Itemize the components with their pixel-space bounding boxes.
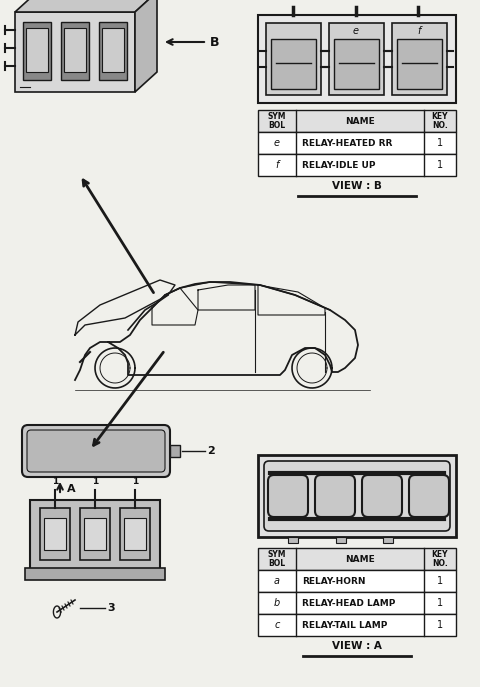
Text: b: b	[274, 598, 280, 608]
Bar	[258, 548, 456, 570]
Text: 2: 2	[207, 446, 215, 456]
Bar	[258, 570, 456, 592]
Bar	[80, 508, 110, 560]
Bar	[336, 537, 346, 543]
Bar	[124, 518, 146, 550]
Text: KEY
NO.: KEY NO.	[432, 112, 448, 131]
Text: VIEW : B: VIEW : B	[332, 181, 382, 191]
FancyBboxPatch shape	[22, 425, 170, 477]
Bar	[102, 28, 124, 72]
Text: SYM
BOL: SYM BOL	[268, 550, 286, 568]
Bar	[23, 22, 51, 80]
Bar	[44, 518, 66, 550]
Bar	[120, 508, 150, 560]
Bar	[258, 592, 456, 614]
Text: 1: 1	[92, 477, 98, 486]
Text: RELAY-IDLE UP: RELAY-IDLE UP	[302, 161, 375, 170]
Bar	[61, 22, 89, 80]
FancyBboxPatch shape	[409, 475, 449, 517]
Text: e: e	[353, 26, 359, 36]
Text: 1: 1	[132, 477, 138, 486]
FancyBboxPatch shape	[27, 430, 165, 472]
Text: KEY
NO.: KEY NO.	[432, 550, 448, 568]
Text: RELAY-HEAD LAMP: RELAY-HEAD LAMP	[302, 598, 396, 607]
Text: 3: 3	[107, 603, 115, 613]
Bar	[392, 23, 447, 95]
Bar	[258, 154, 456, 176]
Text: NAME: NAME	[345, 117, 375, 126]
Text: 1: 1	[437, 576, 443, 586]
Bar	[170, 445, 180, 457]
Bar	[99, 22, 127, 80]
Text: a: a	[274, 576, 280, 586]
Bar	[64, 28, 86, 72]
Bar	[288, 537, 298, 543]
FancyBboxPatch shape	[268, 475, 308, 517]
Text: RELAY-HEATED RR: RELAY-HEATED RR	[302, 139, 392, 148]
Text: 1: 1	[437, 620, 443, 630]
Bar	[258, 455, 456, 537]
Text: e: e	[274, 138, 280, 148]
Text: 1: 1	[437, 138, 443, 148]
Text: f: f	[276, 160, 279, 170]
Bar	[258, 132, 456, 154]
Text: 1: 1	[437, 160, 443, 170]
Text: VIEW : A: VIEW : A	[332, 641, 382, 651]
FancyBboxPatch shape	[362, 475, 402, 517]
Text: A: A	[67, 484, 76, 494]
Text: a: a	[284, 491, 292, 501]
Text: f: f	[417, 26, 420, 36]
Bar	[334, 39, 379, 89]
Bar	[25, 568, 165, 580]
Text: RELAY-HORN: RELAY-HORN	[302, 576, 365, 585]
Bar	[271, 39, 316, 89]
Bar	[258, 110, 456, 132]
FancyBboxPatch shape	[315, 475, 355, 517]
Bar	[30, 500, 160, 578]
Bar	[383, 537, 393, 543]
Text: RELAY-TAIL LAMP: RELAY-TAIL LAMP	[302, 620, 387, 629]
Bar	[266, 23, 321, 95]
Text: 1: 1	[52, 477, 58, 486]
Text: c: c	[379, 491, 385, 501]
Bar	[329, 23, 384, 95]
Polygon shape	[15, 12, 135, 92]
Bar	[397, 39, 442, 89]
Bar	[40, 508, 70, 560]
Polygon shape	[135, 0, 157, 92]
Bar	[258, 15, 456, 103]
Text: SYM
BOL: SYM BOL	[268, 112, 286, 131]
Text: 1: 1	[437, 598, 443, 608]
Bar	[258, 614, 456, 636]
FancyBboxPatch shape	[264, 461, 450, 531]
Bar	[26, 28, 48, 72]
Text: b: b	[331, 491, 339, 501]
Text: B: B	[210, 36, 219, 49]
Polygon shape	[15, 0, 157, 12]
Bar	[84, 518, 106, 550]
Text: c: c	[274, 620, 280, 630]
Text: NAME: NAME	[345, 554, 375, 563]
